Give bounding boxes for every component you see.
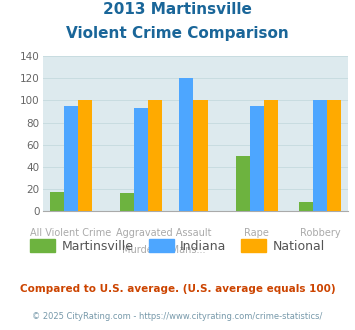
Text: Robbery: Robbery — [300, 228, 340, 238]
Text: Murder & Mans...: Murder & Mans... — [122, 245, 206, 254]
Bar — [50, 192, 64, 211]
Bar — [193, 100, 208, 211]
Bar — [64, 106, 78, 211]
Bar — [236, 156, 250, 211]
Text: Violent Crime Comparison: Violent Crime Comparison — [66, 26, 289, 41]
Bar — [78, 100, 92, 211]
Bar — [120, 193, 134, 211]
Text: Rape: Rape — [244, 228, 269, 238]
Text: 2013 Martinsville: 2013 Martinsville — [103, 2, 252, 16]
Bar — [327, 100, 341, 211]
Bar — [148, 100, 162, 211]
Bar — [134, 108, 148, 211]
Text: All Violent Crime: All Violent Crime — [30, 228, 111, 238]
Bar — [264, 100, 278, 211]
Text: © 2025 CityRating.com - https://www.cityrating.com/crime-statistics/: © 2025 CityRating.com - https://www.city… — [32, 312, 323, 321]
Bar — [299, 202, 313, 211]
Bar — [180, 78, 193, 211]
Bar — [250, 106, 264, 211]
Bar — [313, 100, 327, 211]
Legend: Martinsville, Indiana, National: Martinsville, Indiana, National — [25, 234, 330, 258]
Text: Compared to U.S. average. (U.S. average equals 100): Compared to U.S. average. (U.S. average … — [20, 284, 335, 294]
Text: Aggravated Assault: Aggravated Assault — [116, 228, 212, 238]
